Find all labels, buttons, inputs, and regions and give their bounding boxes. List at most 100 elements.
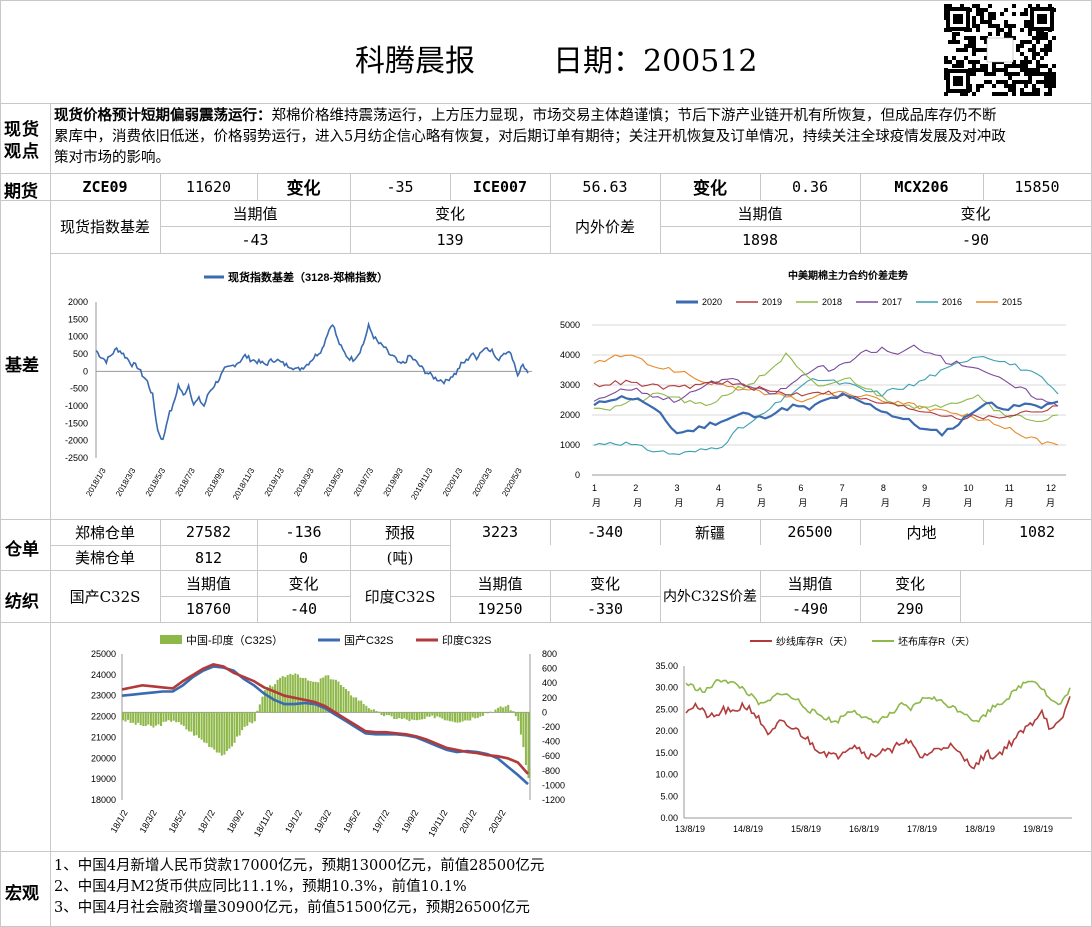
diff-bar xyxy=(225,712,228,751)
diff-bar xyxy=(261,696,264,713)
y-tick-label: 1000 xyxy=(68,332,88,342)
y2-tick-label: -1200 xyxy=(542,795,565,805)
diff-bar xyxy=(512,711,515,713)
diff-bar xyxy=(519,712,522,735)
x-tick-label: 2019/5/3 xyxy=(322,466,346,498)
diff-bar xyxy=(378,711,381,713)
diff-bar xyxy=(481,712,484,716)
diff-bar xyxy=(291,674,294,713)
textile-current-header-2: 当期值 xyxy=(477,574,523,593)
view-headline: 现货价格预计短期偏弱震荡运行： xyxy=(54,107,272,124)
diff-bar xyxy=(167,712,170,721)
y-tick-label: 10.00 xyxy=(655,770,678,780)
diff-bar xyxy=(479,712,482,717)
diff-bar xyxy=(243,712,246,727)
diff-bar xyxy=(147,712,150,725)
diff-bar xyxy=(220,712,223,756)
warehouse-zce-change: -136 xyxy=(285,523,322,541)
x-tick-unit: 月 xyxy=(592,498,601,508)
y-tick-label: 20.00 xyxy=(655,726,678,736)
diff-bar xyxy=(329,679,332,713)
x-tick-label: 11 xyxy=(1005,483,1014,493)
y2-tick-label: 800 xyxy=(542,649,557,659)
y-tick-label: 5.00 xyxy=(660,791,678,801)
y-tick-label: 25000 xyxy=(91,649,116,659)
diff-bar xyxy=(246,712,249,726)
basis-change-header-2: 变化 xyxy=(960,204,991,223)
legend-label: 2017 xyxy=(882,297,902,307)
y-tick-label: 15.00 xyxy=(655,748,678,758)
diff-bar xyxy=(436,712,439,717)
y-tick-label: 2000 xyxy=(560,410,580,420)
legend-label: 2016 xyxy=(942,297,962,307)
section-view-label: 现货观点 xyxy=(4,120,40,162)
diff-bar xyxy=(385,712,388,716)
diff-bar xyxy=(395,712,398,719)
diff-bar xyxy=(350,695,353,713)
diff-bar xyxy=(456,712,459,723)
diff-bar xyxy=(400,712,403,719)
diff-bar xyxy=(461,712,464,722)
diff-bar xyxy=(127,712,130,720)
series-line-2016 xyxy=(593,356,1059,456)
y-tick-label: 1000 xyxy=(560,440,580,450)
basis-change-header-1: 变化 xyxy=(434,204,465,223)
diff-bar xyxy=(405,712,408,720)
diff-bar xyxy=(418,712,421,720)
basis-current-header-1: 当期值 xyxy=(232,204,278,223)
diff-bar xyxy=(342,687,345,713)
y-tick-label: -1000 xyxy=(65,401,88,411)
diff-bar xyxy=(223,712,226,755)
diff-bar xyxy=(258,704,261,713)
diff-bar xyxy=(314,681,317,713)
diff-bar xyxy=(337,681,340,713)
y-tick-label: 30.00 xyxy=(655,683,678,693)
diff-bar xyxy=(357,700,360,713)
textile-diff-change: 290 xyxy=(896,600,924,618)
warehouse-us-label: 美棉仓单 xyxy=(74,549,135,567)
india-c32s-line xyxy=(121,663,529,775)
diff-bar xyxy=(334,679,337,713)
futures-value-zce: 11620 xyxy=(185,177,232,196)
diff-bar xyxy=(309,680,312,713)
diff-bar xyxy=(139,712,142,726)
diff-bar xyxy=(360,700,363,713)
diff-bar xyxy=(276,679,279,713)
warehouse-forecast-value: 3223 xyxy=(481,523,519,541)
legend-label: 2018 xyxy=(822,297,842,307)
diff-bar xyxy=(193,712,196,736)
x-tick-label: 2018/7/3 xyxy=(174,466,198,498)
diff-bar xyxy=(286,675,289,713)
futures-value-mcx: 15850 xyxy=(1014,177,1060,196)
diff-bar xyxy=(489,711,492,713)
diff-bar xyxy=(144,712,147,726)
y-tick-label: -2000 xyxy=(65,436,88,446)
diff-bar xyxy=(454,712,457,723)
x-tick-unit: 月 xyxy=(1005,498,1014,508)
warehouse-us-change: 0 xyxy=(298,548,309,567)
diff-bar xyxy=(410,712,413,720)
futures-change-zce: -35 xyxy=(386,177,414,196)
diff-bar xyxy=(180,712,183,725)
series-line-2017 xyxy=(593,344,1059,407)
x-tick-label: 19/11/2 xyxy=(426,808,449,838)
view-line-1: 郑棉价格维持震荡运行，上方压力显现，市场交易主体趋谨慎；节后下游产业链开机有所恢… xyxy=(271,108,997,124)
series-line-2015 xyxy=(593,354,1059,446)
diff-bar xyxy=(175,712,178,723)
x-tick-unit: 月 xyxy=(716,498,725,508)
x-tick-label: 4 xyxy=(716,483,721,493)
diff-bar xyxy=(253,712,256,722)
textile-india-change: -330 xyxy=(586,600,624,618)
x-tick-label: 18/1/2 xyxy=(109,808,130,835)
diff-bar xyxy=(499,706,502,713)
diff-bar xyxy=(327,675,330,713)
y-tick-label: 18000 xyxy=(91,795,116,805)
basis-current-header-2: 当期值 xyxy=(737,204,783,223)
diff-bar xyxy=(428,712,431,717)
warehouse-inland-value: 1082 xyxy=(1018,523,1056,541)
diff-bar xyxy=(228,712,231,749)
x-tick-label: 12 xyxy=(1046,483,1056,493)
textile-domestic-change: -40 xyxy=(289,600,318,618)
x-tick-label: 2018/5/3 xyxy=(144,466,168,498)
diff-bar xyxy=(459,712,462,723)
